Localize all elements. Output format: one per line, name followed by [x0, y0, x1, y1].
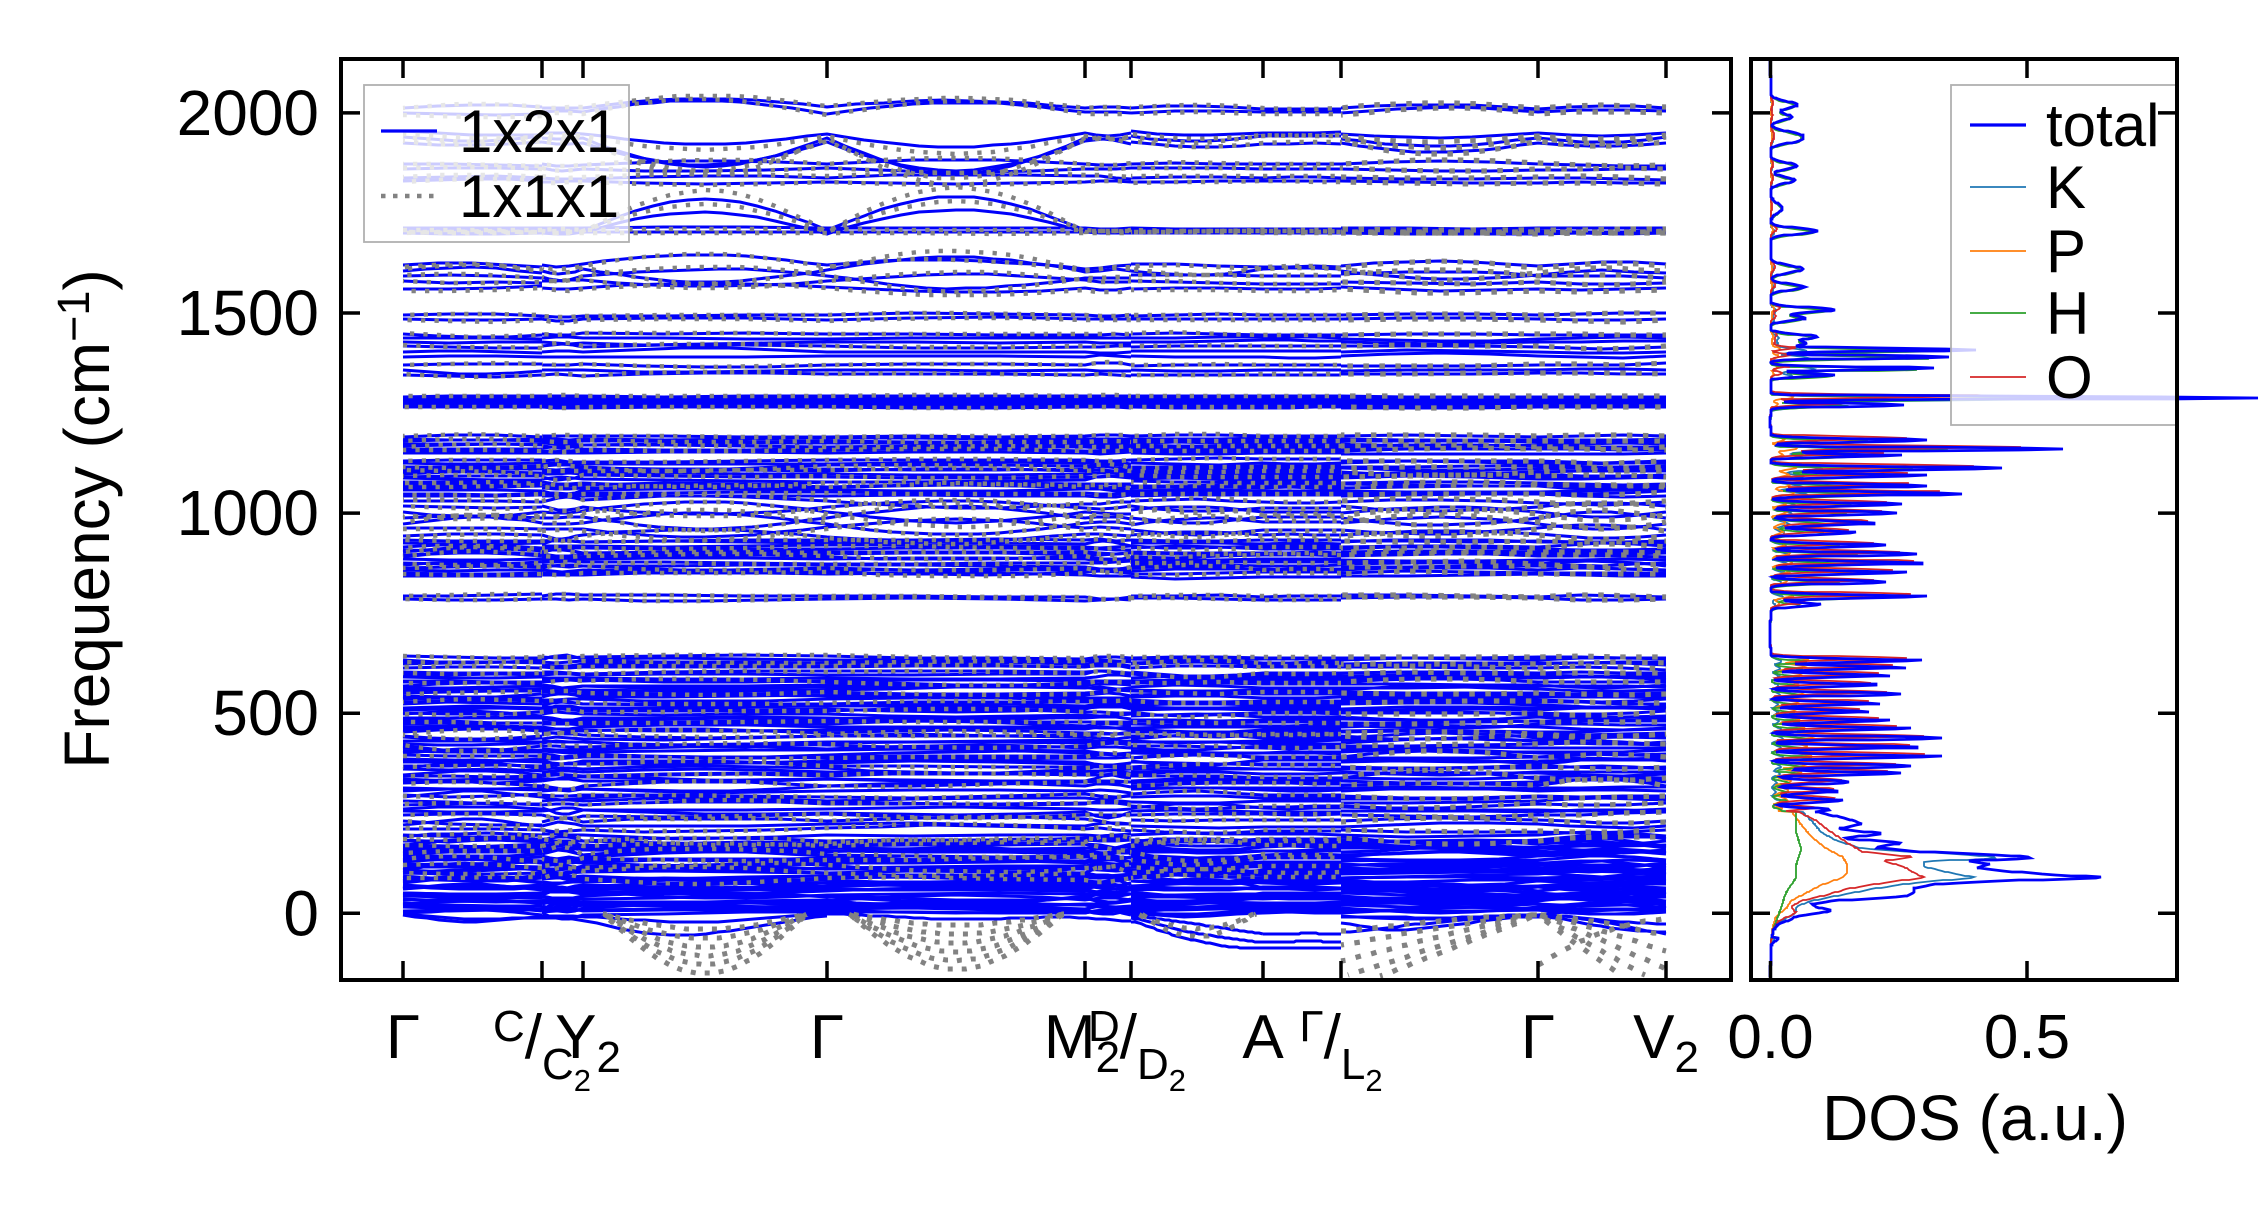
- svg-text:2000: 2000: [177, 77, 319, 149]
- svg-text:Γ: Γ: [386, 1003, 420, 1072]
- svg-text:1x2x1: 1x2x1: [459, 98, 619, 165]
- svg-text:Y2: Y2: [555, 1003, 621, 1082]
- svg-text:A: A: [1242, 1003, 1284, 1072]
- svg-text:Γ: Γ: [1521, 1003, 1555, 1072]
- svg-text:1x1x1: 1x1x1: [459, 163, 619, 230]
- svg-text:O: O: [2046, 344, 2093, 411]
- svg-text:Γ: Γ: [810, 1003, 844, 1072]
- svg-text:Frequency (cm−1): Frequency (cm−1): [48, 269, 123, 768]
- svg-text:500: 500: [212, 677, 319, 749]
- svg-text:V2: V2: [1633, 1003, 1699, 1082]
- svg-text:Γ/L2: Γ/L2: [1299, 1002, 1382, 1098]
- svg-text:0: 0: [283, 877, 319, 949]
- svg-text:D/D2: D/D2: [1088, 1002, 1186, 1098]
- svg-text:P: P: [2046, 218, 2086, 285]
- svg-text:0.5: 0.5: [1984, 1003, 2070, 1072]
- svg-text:K: K: [2046, 154, 2086, 221]
- svg-text:DOS (a.u.): DOS (a.u.): [1822, 1082, 2128, 1154]
- svg-text:total: total: [2046, 92, 2159, 159]
- svg-text:1500: 1500: [177, 277, 319, 349]
- svg-text:1000: 1000: [177, 477, 319, 549]
- svg-text:C/C2: C/C2: [493, 1002, 591, 1098]
- svg-text:0.0: 0.0: [1727, 1003, 1813, 1072]
- svg-text:H: H: [2046, 280, 2089, 347]
